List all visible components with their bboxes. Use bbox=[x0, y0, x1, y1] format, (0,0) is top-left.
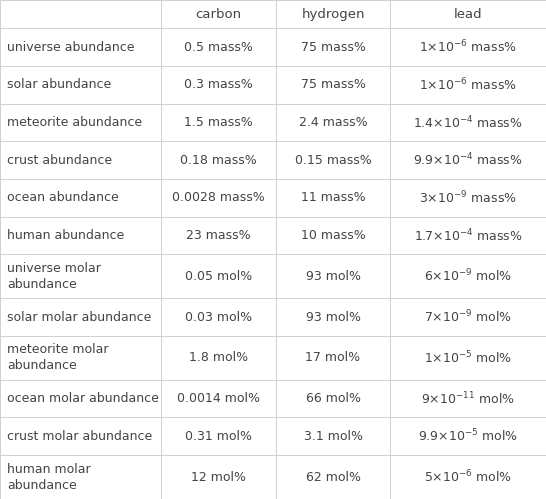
Text: 93 mol%: 93 mol% bbox=[306, 310, 360, 323]
Text: ocean molar abundance: ocean molar abundance bbox=[7, 392, 159, 405]
Text: 0.15 mass%: 0.15 mass% bbox=[295, 154, 371, 167]
Text: 93 mol%: 93 mol% bbox=[306, 270, 360, 283]
Text: 0.5 mass%: 0.5 mass% bbox=[184, 41, 253, 54]
Text: 0.3 mass%: 0.3 mass% bbox=[184, 78, 253, 91]
Text: 0.03 mol%: 0.03 mol% bbox=[185, 310, 252, 323]
Text: 12 mol%: 12 mol% bbox=[191, 471, 246, 484]
Text: universe abundance: universe abundance bbox=[7, 41, 135, 54]
Text: 75 mass%: 75 mass% bbox=[301, 41, 365, 54]
Text: human abundance: human abundance bbox=[7, 229, 124, 242]
Text: 5×10$^{-6}$ mol%: 5×10$^{-6}$ mol% bbox=[424, 469, 512, 486]
Text: 1.8 mol%: 1.8 mol% bbox=[189, 351, 248, 364]
Text: carbon: carbon bbox=[195, 7, 241, 20]
Text: 9.9×10$^{-4}$ mass%: 9.9×10$^{-4}$ mass% bbox=[413, 152, 523, 169]
Text: crust abundance: crust abundance bbox=[7, 154, 112, 167]
Text: 66 mol%: 66 mol% bbox=[306, 392, 360, 405]
Text: 3.1 mol%: 3.1 mol% bbox=[304, 430, 363, 443]
Text: 0.0014 mol%: 0.0014 mol% bbox=[177, 392, 260, 405]
Text: 7×10$^{-9}$ mol%: 7×10$^{-9}$ mol% bbox=[424, 309, 512, 325]
Text: 3×10$^{-9}$ mass%: 3×10$^{-9}$ mass% bbox=[419, 190, 517, 206]
Text: 10 mass%: 10 mass% bbox=[301, 229, 365, 242]
Text: 0.18 mass%: 0.18 mass% bbox=[180, 154, 257, 167]
Text: human molar
abundance: human molar abundance bbox=[7, 463, 91, 492]
Text: lead: lead bbox=[454, 7, 483, 20]
Text: universe molar
abundance: universe molar abundance bbox=[7, 262, 101, 291]
Text: solar molar abundance: solar molar abundance bbox=[7, 310, 151, 323]
Text: 9.9×10$^{-5}$ mol%: 9.9×10$^{-5}$ mol% bbox=[418, 428, 518, 445]
Text: 17 mol%: 17 mol% bbox=[306, 351, 360, 364]
Text: meteorite abundance: meteorite abundance bbox=[7, 116, 142, 129]
Text: 62 mol%: 62 mol% bbox=[306, 471, 360, 484]
Text: 0.0028 mass%: 0.0028 mass% bbox=[172, 192, 265, 205]
Text: 0.31 mol%: 0.31 mol% bbox=[185, 430, 252, 443]
Text: 6×10$^{-9}$ mol%: 6×10$^{-9}$ mol% bbox=[424, 268, 512, 284]
Text: 1.5 mass%: 1.5 mass% bbox=[184, 116, 253, 129]
Text: 75 mass%: 75 mass% bbox=[301, 78, 365, 91]
Text: 1.7×10$^{-4}$ mass%: 1.7×10$^{-4}$ mass% bbox=[414, 227, 523, 244]
Text: 2.4 mass%: 2.4 mass% bbox=[299, 116, 367, 129]
Text: 23 mass%: 23 mass% bbox=[186, 229, 251, 242]
Text: 9×10$^{-11}$ mol%: 9×10$^{-11}$ mol% bbox=[422, 390, 515, 407]
Text: meteorite molar
abundance: meteorite molar abundance bbox=[7, 343, 109, 372]
Text: ocean abundance: ocean abundance bbox=[7, 192, 119, 205]
Text: crust molar abundance: crust molar abundance bbox=[7, 430, 152, 443]
Text: 1×10$^{-6}$ mass%: 1×10$^{-6}$ mass% bbox=[419, 39, 517, 55]
Text: 1×10$^{-6}$ mass%: 1×10$^{-6}$ mass% bbox=[419, 76, 517, 93]
Text: 1×10$^{-5}$ mol%: 1×10$^{-5}$ mol% bbox=[424, 350, 512, 366]
Text: solar abundance: solar abundance bbox=[7, 78, 111, 91]
Text: 0.05 mol%: 0.05 mol% bbox=[185, 270, 252, 283]
Text: hydrogen: hydrogen bbox=[301, 7, 365, 20]
Text: 1.4×10$^{-4}$ mass%: 1.4×10$^{-4}$ mass% bbox=[413, 114, 523, 131]
Text: 11 mass%: 11 mass% bbox=[301, 192, 365, 205]
